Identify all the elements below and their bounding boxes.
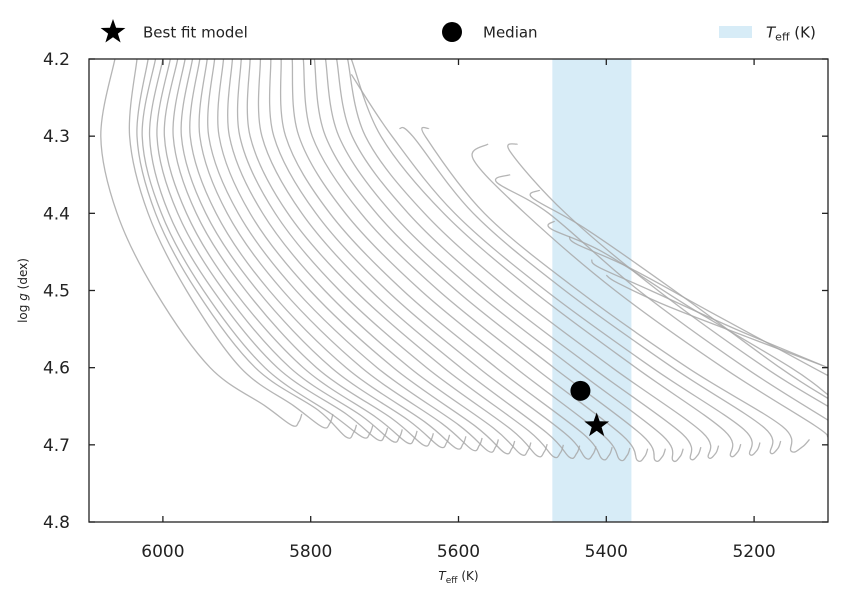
legend-circle-icon: [442, 22, 462, 42]
legend-best-fit-label: Best fit model: [143, 24, 248, 42]
tracks-layer: [100, 59, 828, 463]
track-line: [141, 59, 374, 439]
track-line: [399, 126, 782, 455]
y-tick-label: 4.8: [43, 513, 70, 533]
track-line: [335, 59, 702, 461]
track-line: [494, 174, 828, 421]
track-line: [156, 59, 403, 443]
legend-band-swatch: [719, 26, 752, 38]
track-line: [421, 126, 810, 453]
points-layer: [570, 380, 610, 437]
x-tick-label: 5400: [585, 542, 628, 562]
track-line: [346, 59, 720, 459]
track-line: [217, 59, 516, 455]
y-tick-label: 4.7: [43, 436, 70, 456]
track-line: [198, 59, 483, 452]
track-line: [605, 274, 828, 369]
x-tick-label: 6000: [141, 542, 184, 562]
legend-band-label: Teff (K): [766, 24, 816, 44]
track-line: [568, 236, 828, 376]
y-axis-label: log g (dex): [16, 258, 30, 323]
track-line: [529, 189, 828, 400]
track-line: [313, 59, 667, 463]
legend: Best fit model Median Teff (K): [100, 19, 816, 44]
best-fit-point: [584, 412, 610, 437]
track-line: [350, 74, 761, 456]
track-line: [302, 59, 649, 463]
y-tick-label: 4.6: [43, 359, 70, 379]
y-tick-label: 4.2: [43, 50, 70, 70]
track-line: [189, 59, 467, 450]
track-line: [268, 59, 597, 460]
axes-layer: 6000 5800 5600 5400 5200 4.2 4.3 4.4 4.5 4.6 4.7 4.…: [16, 50, 829, 586]
x-axis-label: Teff (K): [438, 569, 478, 586]
track-line: [100, 59, 303, 427]
y-tick-label: 4.3: [43, 127, 70, 147]
x-tick-label: 5800: [289, 542, 332, 562]
track-line: [279, 59, 613, 461]
y-tick-label: 4.4: [43, 204, 70, 224]
x-tick-label: 5200: [732, 542, 775, 562]
track-line: [148, 59, 389, 442]
y-tick-label: 4.5: [43, 282, 70, 302]
track-line: [291, 59, 631, 462]
track-line: [547, 220, 828, 396]
x-tick-label: 5600: [437, 542, 480, 562]
track-line: [172, 59, 435, 447]
track-line: [236, 59, 548, 458]
track-line: [163, 59, 418, 445]
track-line: [180, 59, 451, 449]
track-line: [207, 59, 500, 453]
track-line: [257, 59, 581, 459]
track-line: [350, 59, 742, 458]
legend-median-label: Median: [483, 24, 538, 42]
track-line: [507, 143, 828, 407]
track-line: [324, 59, 684, 463]
track-line: [471, 143, 828, 438]
median-point: [570, 380, 591, 401]
track-line: [590, 259, 828, 369]
track-line: [136, 59, 358, 439]
track-line: [246, 59, 565, 459]
track-line: [227, 59, 532, 456]
track-line: [128, 59, 334, 429]
legend-star-icon: [100, 19, 126, 43]
